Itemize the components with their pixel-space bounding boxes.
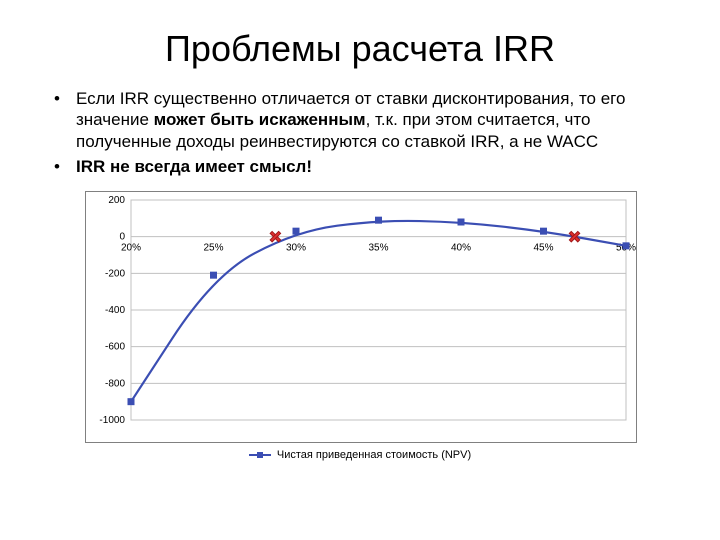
bullet-list: Если IRR существенно отличается от ставк… [50,88,670,177]
bullet-item: Если IRR существенно отличается от ставк… [50,88,670,152]
svg-text:-200: -200 [105,268,125,279]
legend-swatch [249,454,271,456]
svg-text:-400: -400 [105,305,125,316]
svg-text:-800: -800 [105,378,125,389]
svg-text:45%: 45% [533,243,553,254]
svg-text:25%: 25% [203,243,223,254]
legend-label: Чистая приведенная стоимость (NPV) [277,449,471,461]
svg-text:-1000: -1000 [99,415,125,426]
page-title: Проблемы расчета IRR [0,28,720,70]
bullet-item: IRR не всегда имеет смысл! [50,156,670,177]
svg-text:-600: -600 [105,342,125,353]
svg-text:200: 200 [108,195,125,206]
chart-legend: Чистая приведенная стоимость (NPV) [85,449,635,461]
svg-text:0: 0 [119,232,125,243]
chart-container: 200 0 -200 -400 -600 -800 -1000 20% 25% 30% 35% 40%… [85,191,635,461]
svg-text:20%: 20% [121,243,141,254]
svg-text:30%: 30% [286,243,306,254]
svg-text:35%: 35% [368,243,388,254]
svg-text:40%: 40% [451,243,471,254]
npv-chart: 200 0 -200 -400 -600 -800 -1000 20% 25% 30% 35% 40%… [85,191,637,443]
